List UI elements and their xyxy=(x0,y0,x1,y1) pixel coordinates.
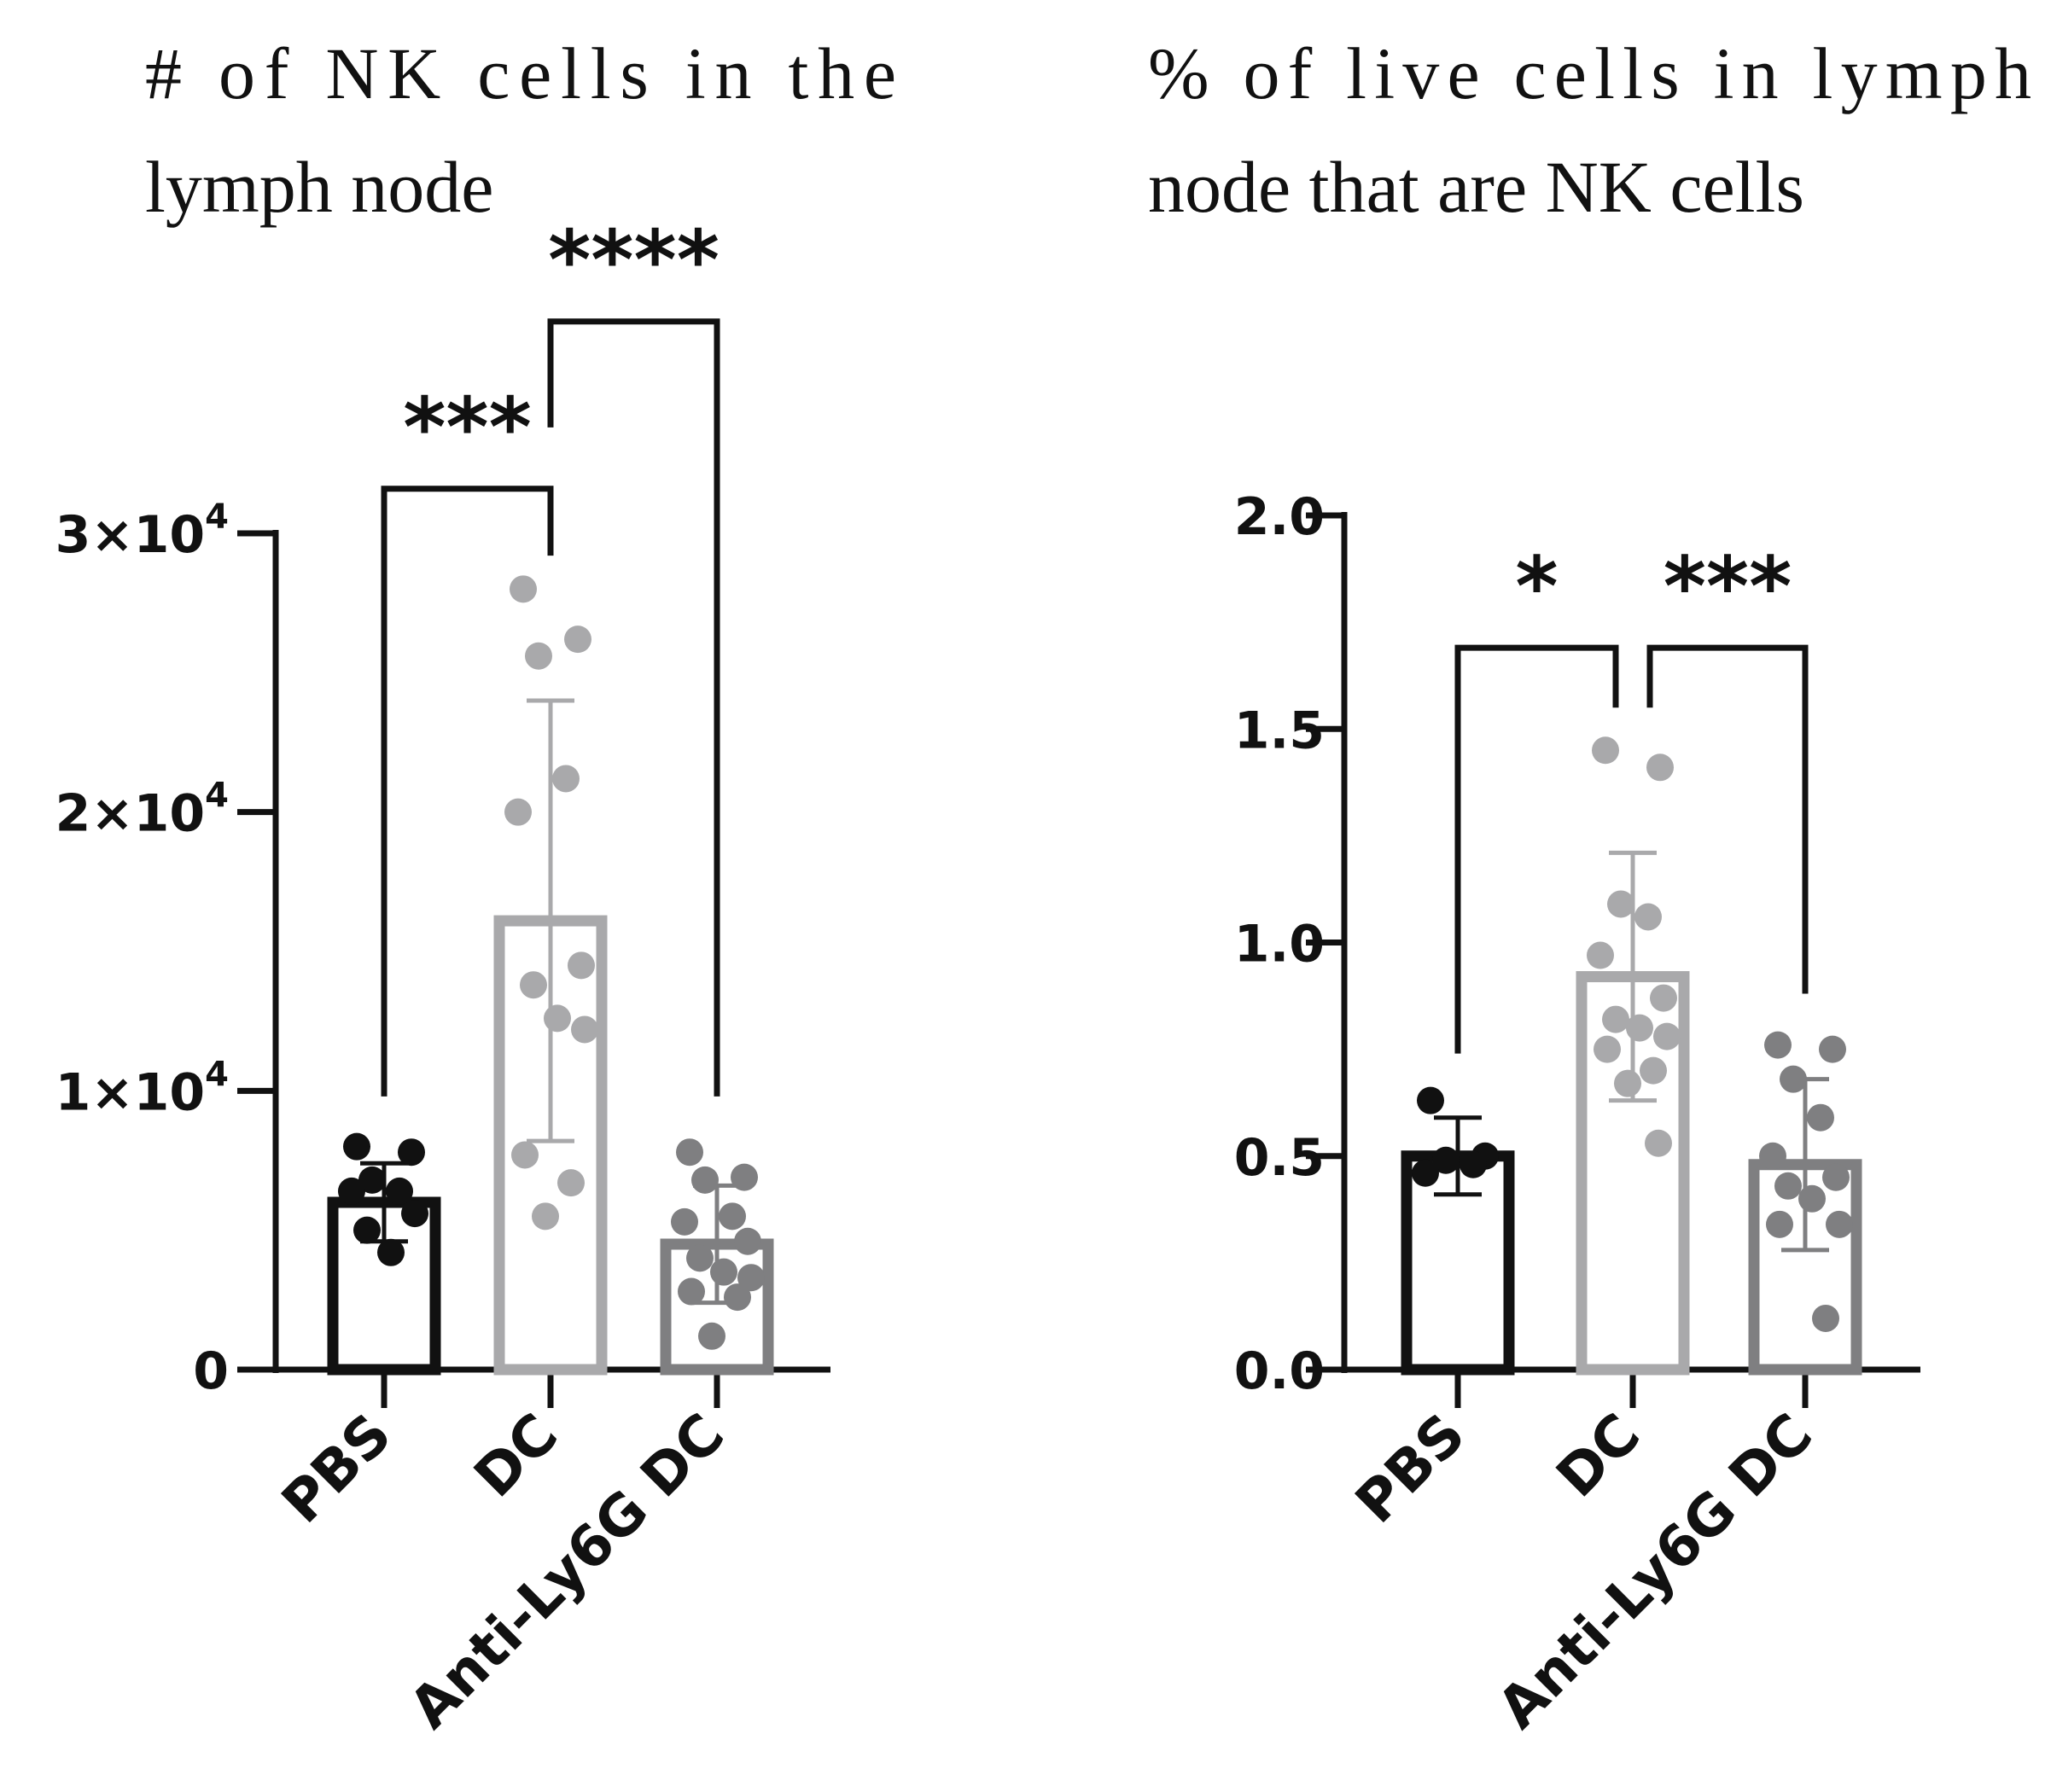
data-point xyxy=(386,1177,413,1205)
data-point xyxy=(671,1207,698,1236)
data-point xyxy=(1807,1103,1834,1132)
data-point xyxy=(1780,1065,1807,1093)
data-point xyxy=(1759,1142,1786,1170)
x-tick-label: DC xyxy=(462,1401,570,1510)
data-point xyxy=(731,1163,758,1191)
data-point xyxy=(1460,1150,1487,1178)
x-tick-label: DC xyxy=(1544,1401,1652,1510)
data-point xyxy=(544,1004,571,1033)
chart-title-line: node that are NK cells xyxy=(1148,146,1804,228)
data-point xyxy=(1587,941,1614,969)
significance-label: *** xyxy=(403,381,532,476)
data-point xyxy=(710,1258,737,1286)
data-point xyxy=(1614,1069,1641,1097)
chart-title-line: # of NK cells in the xyxy=(145,32,896,114)
data-point xyxy=(1626,1014,1653,1042)
data-point xyxy=(353,1216,381,1244)
data-point xyxy=(1798,1184,1826,1213)
data-point xyxy=(1645,1129,1672,1157)
data-point xyxy=(737,1264,765,1292)
significance-label: *** xyxy=(1664,539,1792,635)
significance-bracket xyxy=(1454,644,1619,1054)
y-tick-label: 1.0 xyxy=(1234,915,1325,975)
data-point xyxy=(1640,1056,1667,1085)
data-point xyxy=(1634,903,1662,931)
chart-title-line: % of live cells in lymph xyxy=(1148,32,2031,114)
data-point xyxy=(1819,1035,1846,1063)
x-tick-label: PBS xyxy=(1343,1401,1477,1536)
data-point xyxy=(1432,1146,1460,1174)
significance-bracket xyxy=(547,318,720,1097)
data-point xyxy=(686,1244,714,1272)
data-point xyxy=(676,1138,703,1167)
data-point xyxy=(1594,1035,1621,1063)
data-point xyxy=(691,1166,719,1194)
data-point xyxy=(568,951,595,980)
x-tick-label: Anti-Ly6G DC xyxy=(397,1401,737,1741)
data-point xyxy=(504,798,532,826)
y-tick-label: 1×104 xyxy=(55,1055,229,1122)
y-tick-label: 0 xyxy=(193,1341,229,1401)
data-point xyxy=(1602,1005,1629,1033)
data-point xyxy=(525,642,552,670)
data-point xyxy=(1417,1086,1444,1114)
y-tick-label: 0.0 xyxy=(1234,1341,1325,1401)
data-point xyxy=(1764,1031,1792,1059)
data-point xyxy=(552,765,580,793)
data-point xyxy=(532,1202,559,1231)
data-point xyxy=(1812,1304,1839,1332)
data-point xyxy=(1653,1022,1681,1050)
y-tick-label: 3×104 xyxy=(55,497,229,565)
significance-bracket xyxy=(1646,644,1809,994)
y-tick-label: 1.5 xyxy=(1234,701,1325,760)
data-point xyxy=(571,1015,598,1044)
x-tick-label: Anti-Ly6G DC xyxy=(1485,1401,1825,1741)
chart-title-line: lymph node xyxy=(145,146,493,228)
data-point xyxy=(1822,1163,1850,1191)
data-point xyxy=(510,575,537,603)
data-point xyxy=(724,1283,751,1312)
y-tick-label: 0.5 xyxy=(1234,1128,1325,1188)
significance-label: **** xyxy=(548,213,720,309)
data-point xyxy=(698,1322,725,1350)
data-point xyxy=(1592,736,1619,765)
data-point xyxy=(1826,1210,1853,1238)
data-point xyxy=(557,1169,585,1197)
data-point xyxy=(678,1277,705,1306)
y-tick-label: 2.0 xyxy=(1234,487,1325,547)
data-point xyxy=(1412,1159,1439,1187)
data-point xyxy=(338,1177,365,1205)
data-point xyxy=(1607,890,1634,918)
data-point xyxy=(343,1132,370,1161)
x-tick-label: PBS xyxy=(269,1401,404,1536)
y-tick-label: 2×104 xyxy=(55,777,229,844)
data-point xyxy=(1766,1210,1793,1238)
panel-nk-count: # of NK cells in the lymph node 0 1×104 2×10… xyxy=(55,32,896,1741)
data-point xyxy=(1650,984,1677,1012)
data-point xyxy=(564,625,591,654)
data-point xyxy=(1646,753,1674,782)
data-point xyxy=(734,1227,761,1255)
data-point xyxy=(377,1238,405,1266)
data-point xyxy=(719,1202,746,1231)
significance-bracket xyxy=(381,486,554,1097)
data-point xyxy=(520,971,547,999)
panel-nk-percent: % of live cells in lymph node that are NK… xyxy=(1148,32,2031,1741)
data-point xyxy=(1774,1172,1802,1200)
data-point xyxy=(358,1166,386,1194)
data-point xyxy=(398,1138,425,1167)
data-point xyxy=(401,1200,428,1228)
significance-label: * xyxy=(1515,539,1558,635)
data-point xyxy=(511,1141,539,1169)
